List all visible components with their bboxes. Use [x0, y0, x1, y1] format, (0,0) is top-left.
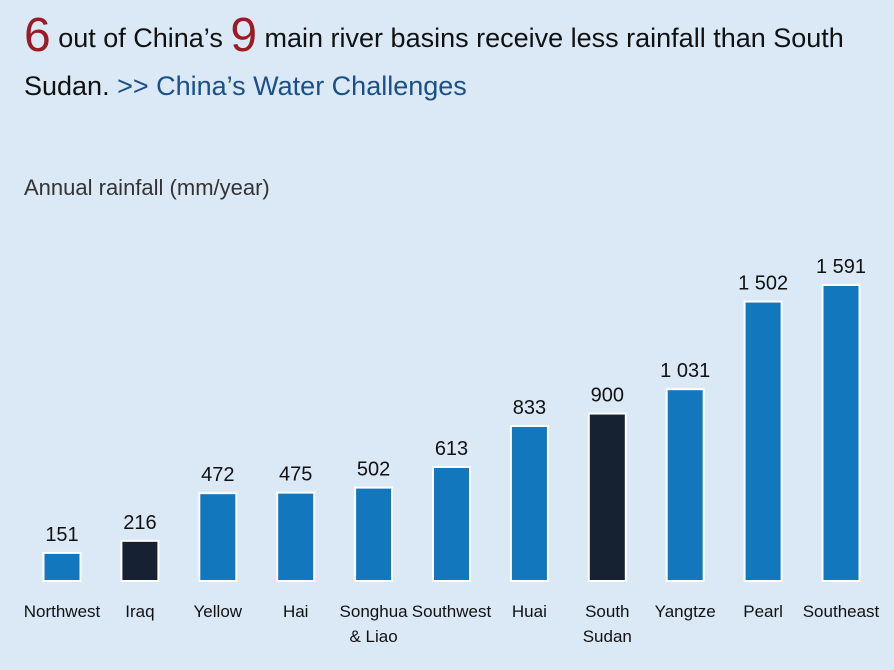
- category-label-0: Northwest: [24, 602, 101, 621]
- water-challenges-link[interactable]: >> China’s Water Challenges: [117, 71, 467, 101]
- bar-1: [120, 539, 160, 583]
- value-label-8: 1 031: [660, 360, 710, 382]
- bar-2: [198, 492, 238, 582]
- category-label-4: Songhua & Liao: [340, 602, 409, 646]
- bar-5: [432, 465, 471, 582]
- headline: 6 out of China’s 9 main river basins rec…: [24, 12, 874, 110]
- category-label-2: Yellow: [194, 602, 243, 621]
- headline-number-6: 6: [24, 9, 51, 62]
- value-label-9: 1 502: [738, 273, 788, 295]
- value-label-7: 900: [591, 385, 624, 407]
- bar-4: [354, 486, 394, 582]
- bar-3: [276, 491, 316, 582]
- headline-text-1: out of China’s: [50, 23, 231, 53]
- category-label-1: Iraq: [125, 602, 154, 621]
- category-label-3: Hai: [283, 602, 309, 621]
- value-label-10: 1 591: [816, 256, 866, 278]
- value-label-3: 475: [279, 464, 312, 486]
- value-label-5: 613: [435, 438, 468, 460]
- value-label-6: 833: [513, 397, 546, 419]
- bar-8: [665, 388, 705, 582]
- category-label-8: Yangtze: [655, 602, 716, 621]
- chart-subtitle: Annual rainfall (mm/year): [24, 175, 270, 200]
- value-label-0: 151: [45, 524, 78, 546]
- bar-0: [42, 551, 82, 583]
- category-label-10: Southeast: [803, 602, 880, 621]
- bar-7: [587, 412, 627, 582]
- bar-9: [743, 300, 783, 582]
- category-label-7: South Sudan: [583, 602, 632, 646]
- category-label-5: Southwest: [412, 602, 492, 621]
- headline-text-2: main river basins receive less rainfall …: [24, 23, 844, 101]
- bar-6: [509, 425, 549, 582]
- value-label-1: 216: [123, 512, 156, 534]
- category-label-9: Pearl: [743, 602, 783, 621]
- value-label-2: 472: [201, 464, 234, 486]
- bar-10: [821, 284, 861, 582]
- value-label-4: 502: [357, 459, 390, 481]
- headline-number-9: 9: [230, 9, 258, 62]
- category-label-6: Huai: [512, 602, 547, 621]
